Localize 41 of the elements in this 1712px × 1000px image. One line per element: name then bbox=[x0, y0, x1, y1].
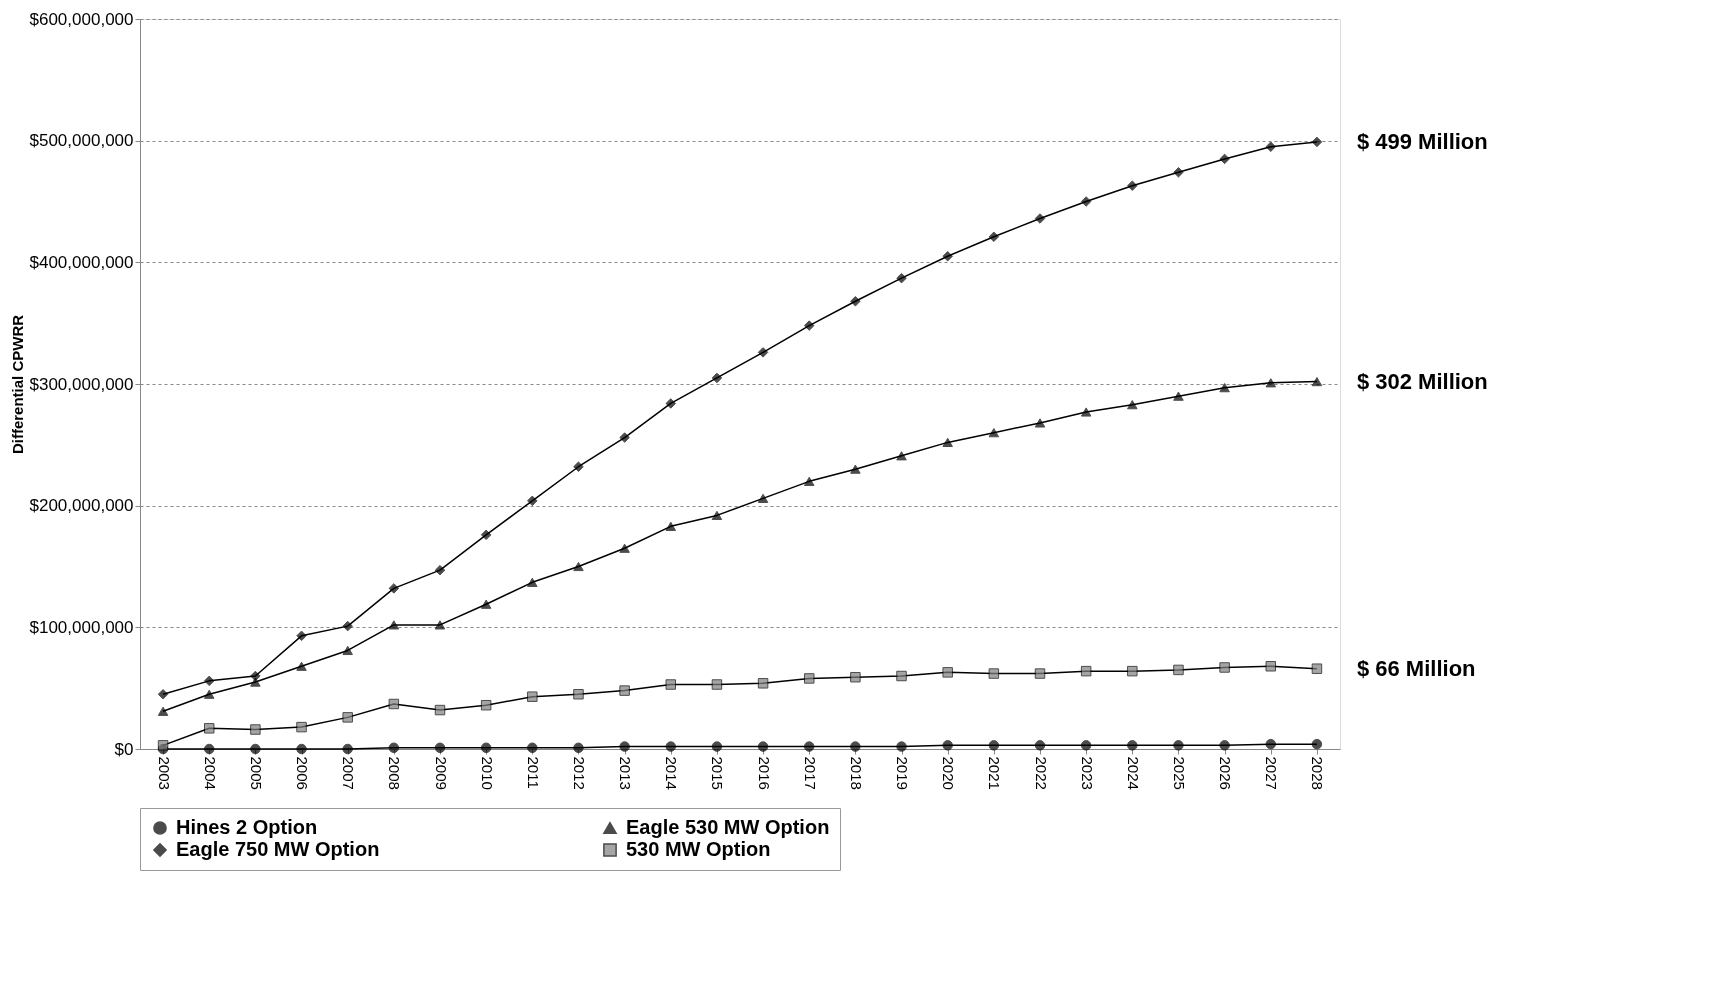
y-tick-label: $500,000,000 bbox=[29, 131, 134, 151]
x-tick-label: 2028 bbox=[1309, 756, 1327, 790]
x-tick-label: 2026 bbox=[1217, 756, 1235, 790]
x-tick-label: 2020 bbox=[940, 756, 958, 790]
annotation: $ 302 Million bbox=[1356, 368, 1488, 394]
x-tick-label: 2011 bbox=[524, 756, 542, 789]
legend-label: Eagle 750 MW Option bbox=[176, 838, 380, 860]
x-tick-label: 2008 bbox=[386, 756, 404, 790]
y-tick-label: $200,000,000 bbox=[29, 496, 134, 516]
y-tick-label: $300,000,000 bbox=[29, 374, 134, 394]
x-tick-label: 2012 bbox=[570, 756, 588, 790]
legend-label: Eagle 530 MW Option bbox=[626, 816, 830, 838]
x-tick-label: 2023 bbox=[1078, 756, 1096, 790]
x-tick-label: 2015 bbox=[709, 756, 727, 790]
x-tick-label: 2007 bbox=[340, 756, 358, 790]
x-tick-label: 2017 bbox=[801, 756, 819, 790]
y-tick-label: $600,000,000 bbox=[29, 9, 134, 29]
x-tick-label: 2021 bbox=[986, 756, 1004, 790]
x-tick-label: 2006 bbox=[294, 756, 312, 790]
y-tick-label: $400,000,000 bbox=[29, 252, 134, 272]
x-tick-label: 2025 bbox=[1170, 756, 1188, 790]
annotation: $ 66 Million bbox=[1356, 655, 1476, 681]
x-tick-label: 2027 bbox=[1263, 756, 1281, 790]
x-tick-label: 2014 bbox=[663, 756, 681, 790]
x-tick-label: 2004 bbox=[201, 756, 219, 790]
y-tick-label: $100,000,000 bbox=[29, 617, 134, 637]
annotation: $ 499 Million bbox=[1356, 128, 1488, 154]
legend-label: 530 MW Option bbox=[626, 838, 771, 860]
x-tick-label: 2022 bbox=[1032, 756, 1050, 790]
x-tick-label: 2018 bbox=[847, 756, 865, 790]
x-tick-label: 2010 bbox=[478, 756, 496, 790]
x-tick-label: 2013 bbox=[617, 756, 635, 790]
x-tick-label: 2005 bbox=[247, 756, 265, 790]
legend-label: Hines 2 Option bbox=[176, 816, 318, 838]
x-tick-label: 2016 bbox=[755, 756, 773, 790]
x-tick-label: 2003 bbox=[155, 756, 173, 790]
y-tick-label: $0 bbox=[114, 739, 134, 759]
x-tick-label: 2024 bbox=[1124, 756, 1142, 790]
y-axis-title: Differential CPWRR bbox=[8, 314, 26, 455]
x-tick-label: 2019 bbox=[894, 756, 912, 790]
x-tick-label: 2009 bbox=[432, 756, 450, 790]
